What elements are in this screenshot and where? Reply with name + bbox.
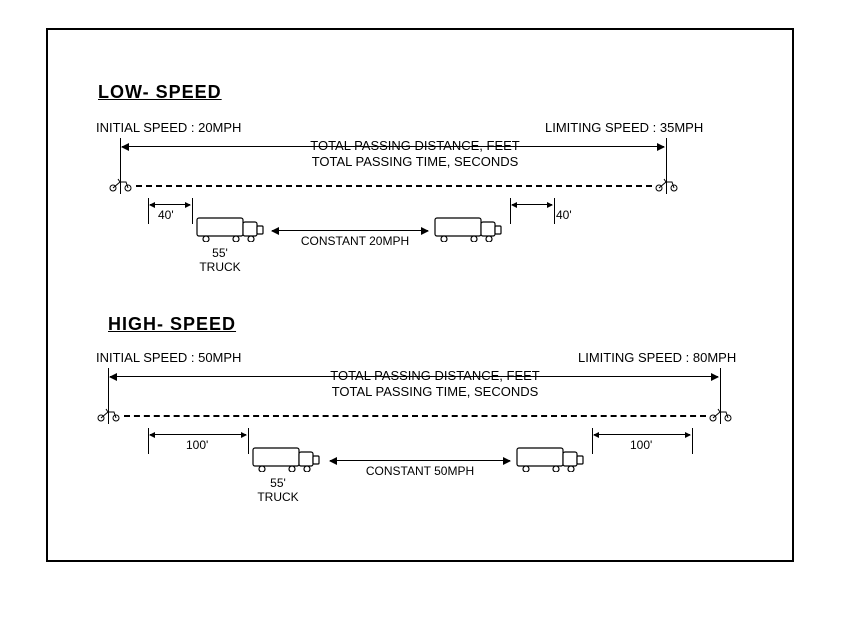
high-total-distance-label: TOTAL PASSING DISTANCE, FEET <box>320 368 550 383</box>
low-truck-label: TRUCK <box>192 260 248 274</box>
high-truck-length-label: 55' <box>258 476 298 490</box>
low-constant-label: CONSTANT 20MPH <box>290 234 420 248</box>
high-gap-left-label: 100' <box>186 438 208 452</box>
motorcycle-icon <box>654 178 680 192</box>
high-limiting-speed-label: LIMITING SPEED : 80MPH <box>578 350 736 365</box>
high-constant-arrow <box>330 460 510 461</box>
high-total-time-label: TOTAL PASSING TIME, SECONDS <box>320 384 550 399</box>
high-truck-label: TRUCK <box>250 490 306 504</box>
motorcycle-icon <box>708 408 734 422</box>
high-initial-speed-label: INITIAL SPEED : 50MPH <box>96 350 241 365</box>
high-dashed-path <box>124 415 706 417</box>
outer-frame <box>46 28 794 562</box>
truck-icon <box>196 216 266 242</box>
low-speed-title: LOW- SPEED <box>98 82 222 103</box>
high-gap-right-tick2 <box>692 428 693 454</box>
truck-icon <box>434 216 504 242</box>
high-gap-right-label: 100' <box>630 438 652 452</box>
low-gap-right-label: 40' <box>556 208 572 222</box>
low-dashed-path <box>136 185 652 187</box>
high-gap-left-dim <box>150 434 246 435</box>
low-total-time-label: TOTAL PASSING TIME, SECONDS <box>300 154 530 169</box>
high-speed-title: HIGH- SPEED <box>108 314 236 335</box>
motorcycle-icon <box>96 408 122 422</box>
low-limiting-speed-label: LIMITING SPEED : 35MPH <box>545 120 703 135</box>
high-gap-right-dim <box>594 434 690 435</box>
truck-icon <box>252 446 322 472</box>
page: LOW- SPEED INITIAL SPEED : 20MPH LIMITIN… <box>0 0 857 621</box>
low-gap-left-tick2 <box>192 198 193 224</box>
low-gap-right-dim <box>512 204 552 205</box>
low-constant-arrow <box>272 230 428 231</box>
low-gap-right-tick2 <box>554 198 555 224</box>
low-total-distance-label: TOTAL PASSING DISTANCE, FEET <box>300 138 530 153</box>
truck-icon <box>516 446 586 472</box>
low-gap-left-label: 40' <box>158 208 174 222</box>
motorcycle-icon <box>108 178 134 192</box>
low-initial-speed-label: INITIAL SPEED : 20MPH <box>96 120 241 135</box>
low-truck-length-label: 55' <box>200 246 240 260</box>
high-gap-left-tick2 <box>248 428 249 454</box>
high-constant-label: CONSTANT 50MPH <box>350 464 490 478</box>
low-gap-left-dim <box>150 204 190 205</box>
